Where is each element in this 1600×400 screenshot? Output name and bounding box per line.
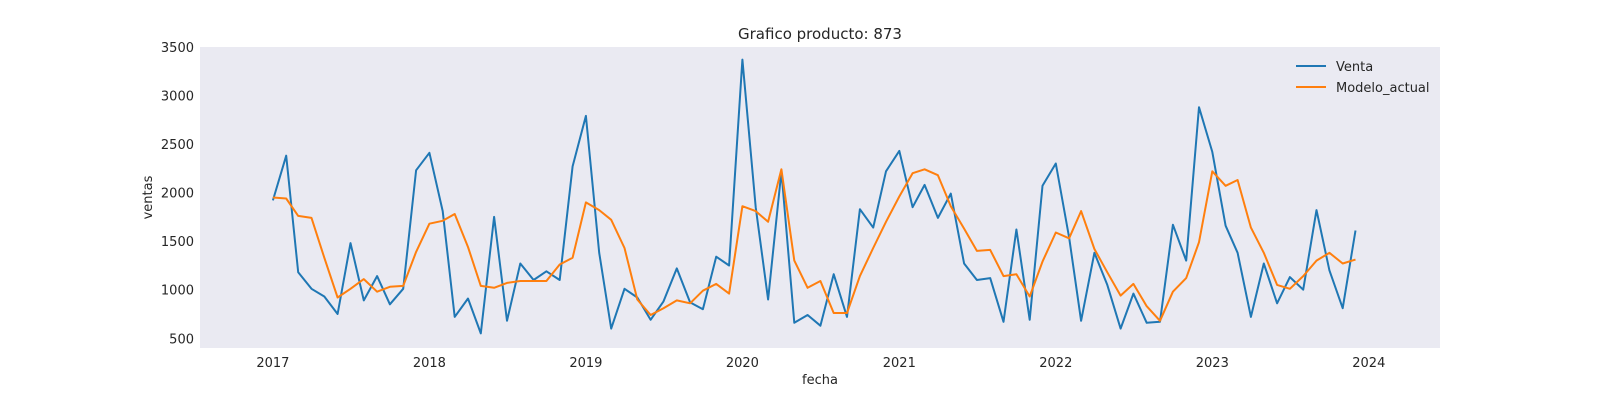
x-tick-label: 2018 [413,356,446,371]
legend: Venta Modelo_actual [1296,60,1430,96]
legend-label: Venta [1336,60,1373,75]
x-tick-label: 2020 [726,356,759,371]
legend-label: Modelo_actual [1336,81,1430,96]
series-group [271,58,1357,335]
x-tick-label: 2024 [1352,356,1385,371]
y-tick-label: 2000 [161,187,194,202]
plot-background [200,47,1440,348]
series-line-modelo-actual [272,168,1356,322]
y-tick-label: 1000 [161,284,194,299]
x-tick-label: 2017 [256,356,289,371]
x-tick-label: 2021 [883,356,916,371]
chart-title: Grafico producto: 873 [738,25,902,43]
y-tick-label: 500 [169,332,194,347]
x-axis: 2017 2018 2019 2020 2021 2022 2023 2024 [256,356,1385,371]
y-tick-label: 1500 [161,235,194,250]
x-tick-label: 2022 [1039,356,1072,371]
x-tick-label: 2023 [1196,356,1229,371]
x-axis-label: fecha [802,373,838,388]
y-axis-label: ventas [141,175,156,219]
y-tick-label: 2500 [161,138,194,153]
y-tick-label: 3500 [161,41,194,56]
series-line-venta [271,58,1357,335]
x-tick-label: 2019 [569,356,602,371]
y-tick-label: 3000 [161,90,194,105]
y-axis: 500 1000 1500 2000 2500 3000 3500 [161,41,194,347]
